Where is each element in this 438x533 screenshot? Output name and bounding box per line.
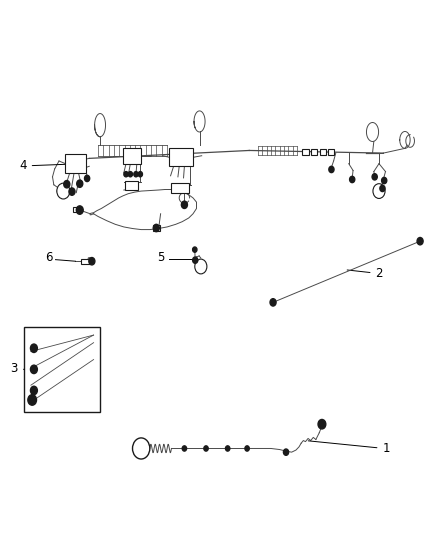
Circle shape (193, 247, 197, 252)
Text: 5: 5 (158, 251, 165, 264)
Circle shape (28, 394, 36, 405)
Circle shape (124, 172, 128, 177)
Bar (169, 148, 193, 166)
Bar (320, 149, 326, 155)
Bar (81, 259, 90, 264)
Bar (25, 327, 100, 411)
Circle shape (329, 166, 334, 173)
Circle shape (350, 176, 355, 183)
Circle shape (138, 172, 142, 177)
Circle shape (204, 446, 208, 451)
Text: 6: 6 (45, 251, 53, 264)
Circle shape (380, 185, 385, 191)
Circle shape (226, 446, 230, 451)
Circle shape (417, 238, 423, 245)
Circle shape (85, 175, 90, 182)
Circle shape (195, 259, 207, 274)
Circle shape (133, 438, 150, 459)
Bar (73, 207, 81, 212)
Bar (311, 149, 317, 155)
Circle shape (373, 184, 385, 198)
Circle shape (283, 449, 289, 455)
Circle shape (270, 298, 276, 306)
Circle shape (381, 177, 387, 184)
Bar (170, 183, 189, 192)
Circle shape (77, 180, 83, 188)
Circle shape (182, 446, 187, 451)
Text: 1: 1 (308, 441, 390, 455)
Text: 2: 2 (347, 267, 383, 280)
Circle shape (31, 344, 37, 352)
Bar (123, 148, 141, 164)
Circle shape (372, 174, 377, 180)
Circle shape (193, 257, 198, 263)
Circle shape (153, 224, 159, 232)
Circle shape (318, 419, 326, 429)
Circle shape (76, 206, 83, 214)
Circle shape (128, 172, 133, 177)
Circle shape (134, 172, 138, 177)
Text: 3: 3 (11, 362, 25, 375)
Bar (66, 154, 86, 173)
Bar (303, 149, 308, 155)
Text: 4: 4 (19, 159, 80, 173)
Circle shape (245, 446, 249, 451)
Bar (328, 149, 335, 155)
Bar (153, 225, 160, 231)
Circle shape (181, 201, 187, 208)
Circle shape (64, 181, 70, 188)
Circle shape (57, 183, 70, 199)
Bar (125, 181, 138, 190)
Circle shape (89, 257, 95, 265)
Circle shape (69, 188, 75, 195)
Circle shape (31, 386, 37, 394)
Circle shape (31, 365, 37, 374)
